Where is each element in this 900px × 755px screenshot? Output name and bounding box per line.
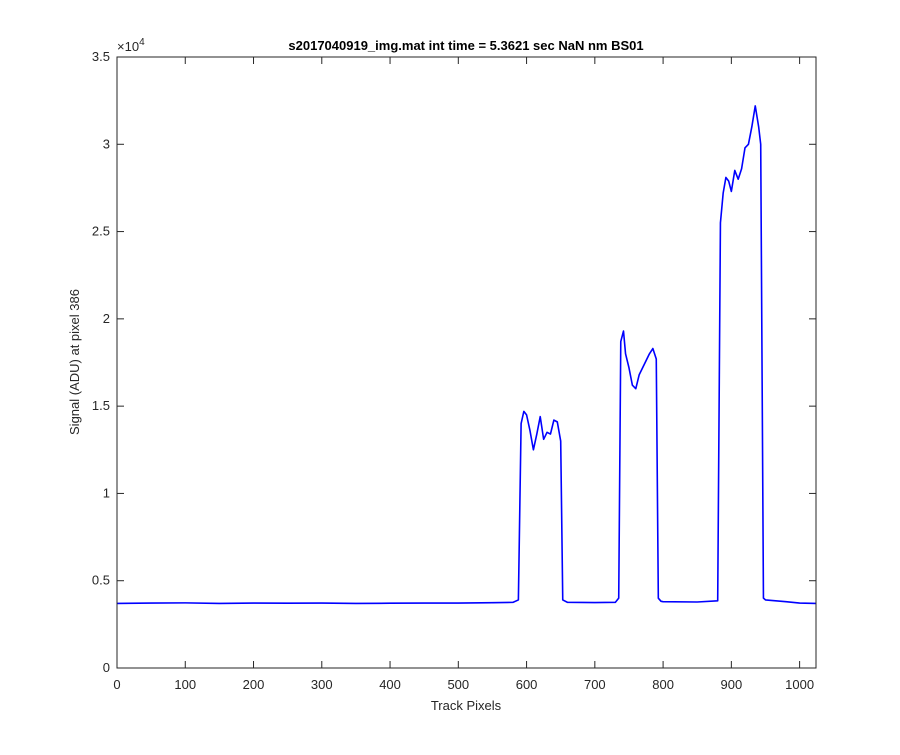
y-tick-label: 1 (103, 485, 110, 500)
series-line (116, 105, 817, 605)
y-axis-label: Signal (ADU) at pixel 386 (67, 289, 82, 435)
y-tick-label: 2 (103, 311, 110, 326)
x-axis-label: Track Pixels (431, 698, 502, 713)
x-tick-label: 100 (174, 677, 196, 692)
x-tick-label: 800 (652, 677, 674, 692)
x-tick-label: 500 (447, 677, 469, 692)
x-tick-label: 300 (311, 677, 333, 692)
y-tick-label: 2.5 (92, 224, 110, 239)
y-tick-label: 3.5 (92, 49, 110, 64)
y-tick-label: 0.5 (92, 573, 110, 588)
y-tick-label: 0 (103, 660, 110, 675)
y-exponent-base: ×10 (117, 39, 139, 54)
x-tick-label: 0 (113, 677, 120, 692)
data-layer (116, 105, 817, 605)
y-exponent-power: 4 (139, 37, 145, 48)
x-tick-label: 400 (379, 677, 401, 692)
chart-title: s2017040919_img.mat int time = 5.3621 se… (288, 38, 643, 53)
x-tick-label: 900 (721, 677, 743, 692)
y-axis: 0 0.5 1 1.5 2 2.5 3 3.5 (92, 49, 816, 675)
x-tick-label: 1000 (785, 677, 814, 692)
plot-area (117, 57, 816, 668)
y-tick-label: 1.5 (92, 398, 110, 413)
axes-box (116, 56, 817, 669)
x-axis: 0 100 200 300 400 500 600 700 800 900 1000 (113, 57, 814, 692)
x-tick-label: 600 (516, 677, 538, 692)
x-tick-label: 700 (584, 677, 606, 692)
y-exponent-label: ×104 (117, 37, 145, 54)
y-tick-label: 3 (103, 136, 110, 151)
x-tick-label: 200 (243, 677, 265, 692)
